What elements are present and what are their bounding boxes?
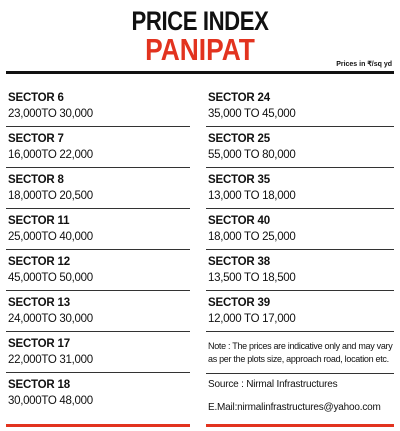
- price-range: 18,000 TO 25,000: [208, 231, 296, 243]
- city: PANIPAT: [145, 32, 255, 67]
- sector-name: SECTOR 6: [8, 92, 64, 104]
- separator: [6, 290, 190, 291]
- separator: [206, 208, 394, 209]
- separator: [206, 126, 394, 127]
- source: Source : Nirmal Infrastructures: [208, 379, 338, 390]
- sector-name: SECTOR 38: [208, 256, 270, 268]
- price-range: 24,000TO 30,000: [8, 313, 93, 325]
- sector-name: SECTOR 24: [208, 92, 270, 104]
- price-range: 23,000TO 30,000: [8, 108, 93, 120]
- price-range: 13,500 TO 18,500: [208, 272, 296, 284]
- sector-name: SECTOR 18: [8, 379, 70, 391]
- price-range: 55,000 TO 80,000: [208, 149, 296, 161]
- price-range: 45,000TO 50,000: [8, 272, 93, 284]
- price-range: 13,000 TO 18,000: [208, 190, 296, 202]
- sector-name: SECTOR 13: [8, 297, 70, 309]
- separator: [206, 290, 394, 291]
- sector-name: SECTOR 39: [208, 297, 270, 309]
- bottom-rule: [6, 424, 190, 427]
- separator: [206, 331, 394, 332]
- title: PRICE INDEX: [131, 6, 269, 36]
- price-range: 16,000TO 22,000: [8, 149, 93, 161]
- separator: [6, 126, 190, 127]
- price-range: 30,000TO 48,000: [8, 395, 93, 407]
- sector-name: SECTOR 7: [8, 133, 64, 145]
- separator: [6, 249, 190, 250]
- separator: [206, 373, 394, 374]
- separator: [6, 167, 190, 168]
- price-range: 18,000TO 20,500: [8, 190, 93, 202]
- price-range: 35,000 TO 45,000: [208, 108, 296, 120]
- separator: [6, 331, 190, 332]
- sector-name: SECTOR 8: [8, 174, 64, 186]
- sector-name: SECTOR 35: [208, 174, 270, 186]
- separator: [206, 249, 394, 250]
- sector-name: SECTOR 12: [8, 256, 70, 268]
- price-range: 25,000TO 40,000: [8, 231, 93, 243]
- bottom-rule: [206, 424, 394, 427]
- email: E.Mail:nirmalinfrastructures@yahoo.com: [208, 402, 381, 413]
- units-note: Prices in ₹/sq yd: [336, 61, 392, 68]
- sector-name: SECTOR 17: [8, 338, 70, 350]
- separator: [6, 372, 190, 373]
- sector-name: SECTOR 11: [8, 215, 70, 227]
- sector-name: SECTOR 25: [208, 133, 270, 145]
- note: Note : The prices are indicative only an…: [208, 341, 393, 364]
- separator: [206, 167, 394, 168]
- price-range: 12,000 TO 17,000: [208, 313, 296, 325]
- sector-name: SECTOR 40: [208, 215, 270, 227]
- price-range: 22,000TO 31,000: [8, 354, 93, 366]
- separator: [6, 208, 190, 209]
- top-rule: [6, 71, 394, 74]
